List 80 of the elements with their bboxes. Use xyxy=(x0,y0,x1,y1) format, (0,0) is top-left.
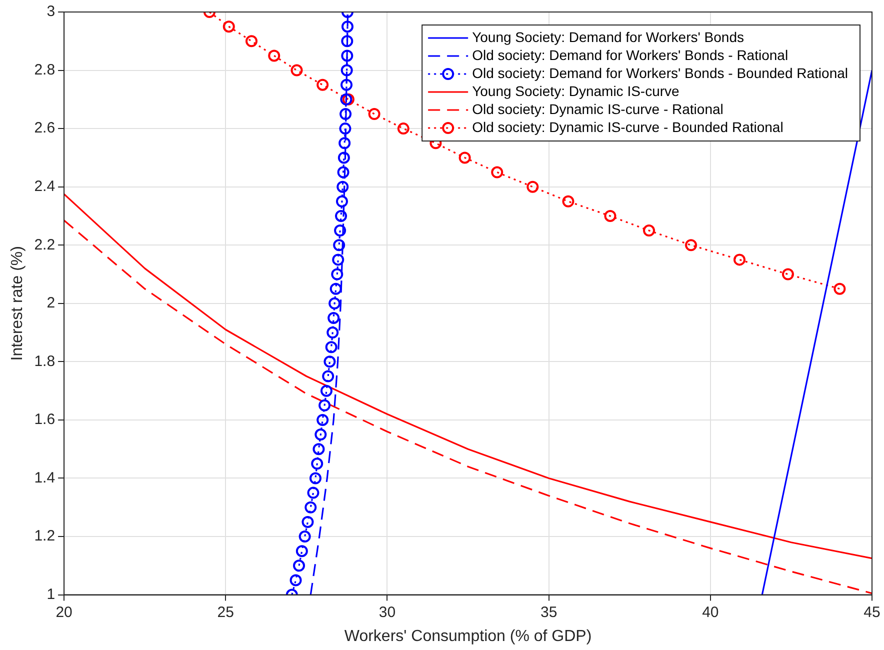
point xyxy=(290,574,302,586)
point xyxy=(302,516,314,528)
y-tick-label: 1 xyxy=(46,586,56,603)
point xyxy=(296,545,308,558)
point xyxy=(311,458,324,470)
point xyxy=(340,78,353,91)
point xyxy=(340,64,353,76)
point xyxy=(834,282,846,295)
point xyxy=(324,356,336,368)
point xyxy=(312,443,325,456)
legend-label: Old society: Demand for Workers' Bonds - Bounded Rational xyxy=(472,64,848,81)
point xyxy=(338,152,350,164)
legend-label: Old society: Dynamic IS-curve - Bounded Rational xyxy=(472,118,784,135)
y-axis-title: Interest rate (%) xyxy=(9,246,26,361)
point xyxy=(337,166,350,178)
y-tick-label: 2.6 xyxy=(34,120,56,137)
point xyxy=(643,224,656,237)
point xyxy=(316,78,329,91)
point xyxy=(336,180,349,193)
point xyxy=(335,210,348,222)
point xyxy=(341,50,354,62)
point xyxy=(328,297,341,310)
x-tick-label: 40 xyxy=(702,604,719,621)
point xyxy=(304,501,317,514)
point xyxy=(309,472,322,484)
point xyxy=(491,166,504,178)
point xyxy=(332,254,344,266)
y-tick-label: 3 xyxy=(46,3,56,20)
point xyxy=(268,50,280,62)
point xyxy=(341,35,354,48)
y-tick-label: 2.8 xyxy=(34,61,56,78)
point xyxy=(320,384,332,397)
point xyxy=(314,428,327,441)
point xyxy=(245,35,258,48)
x-tick-label: 45 xyxy=(864,604,880,621)
y-tick-label: 1.2 xyxy=(34,528,56,545)
point xyxy=(290,64,303,76)
point xyxy=(293,560,306,572)
legend-label: Old society: Demand for Workers' Bonds - Rational xyxy=(472,46,788,63)
point xyxy=(330,282,342,295)
point xyxy=(336,195,348,208)
point xyxy=(368,108,380,120)
point xyxy=(316,414,329,426)
y-tick-label: 2 xyxy=(46,294,56,312)
point xyxy=(397,122,410,135)
point xyxy=(340,108,352,120)
point xyxy=(325,341,338,354)
point xyxy=(334,224,346,237)
point xyxy=(526,180,539,193)
y-tick-label: 2.4 xyxy=(34,178,56,195)
point xyxy=(333,239,346,252)
y-tick-label: 1.6 xyxy=(34,411,56,428)
point xyxy=(685,239,698,252)
point xyxy=(733,254,746,266)
point xyxy=(318,399,331,412)
x-tick-label: 20 xyxy=(56,604,72,621)
point xyxy=(326,326,339,339)
point xyxy=(322,370,334,382)
legend-label: Old society: Dynamic IS-curve - Rational xyxy=(472,100,724,117)
legend-label: Young Society: Demand for Workers' Bonds xyxy=(472,28,744,45)
point xyxy=(298,530,311,543)
y-tick-label: 1.4 xyxy=(34,469,56,486)
x-tick-label: 35 xyxy=(540,604,558,621)
y-tick-label: 2.2 xyxy=(34,236,56,254)
point xyxy=(331,268,344,280)
point xyxy=(458,152,471,164)
x-axis-title: Workers' Consumption (% of GDP) xyxy=(344,628,592,645)
point xyxy=(328,312,340,324)
y-tick-label: 1.8 xyxy=(34,352,56,370)
x-tick-label: 25 xyxy=(217,604,234,621)
point xyxy=(562,195,574,208)
point xyxy=(222,20,235,33)
x-tick-label: 30 xyxy=(378,604,396,621)
point xyxy=(782,268,794,280)
point xyxy=(307,486,320,499)
point xyxy=(341,20,354,33)
legend-label: Young Society: Dynamic IS-curve xyxy=(472,82,680,99)
point xyxy=(338,137,351,150)
point xyxy=(339,122,352,135)
point xyxy=(604,210,616,222)
